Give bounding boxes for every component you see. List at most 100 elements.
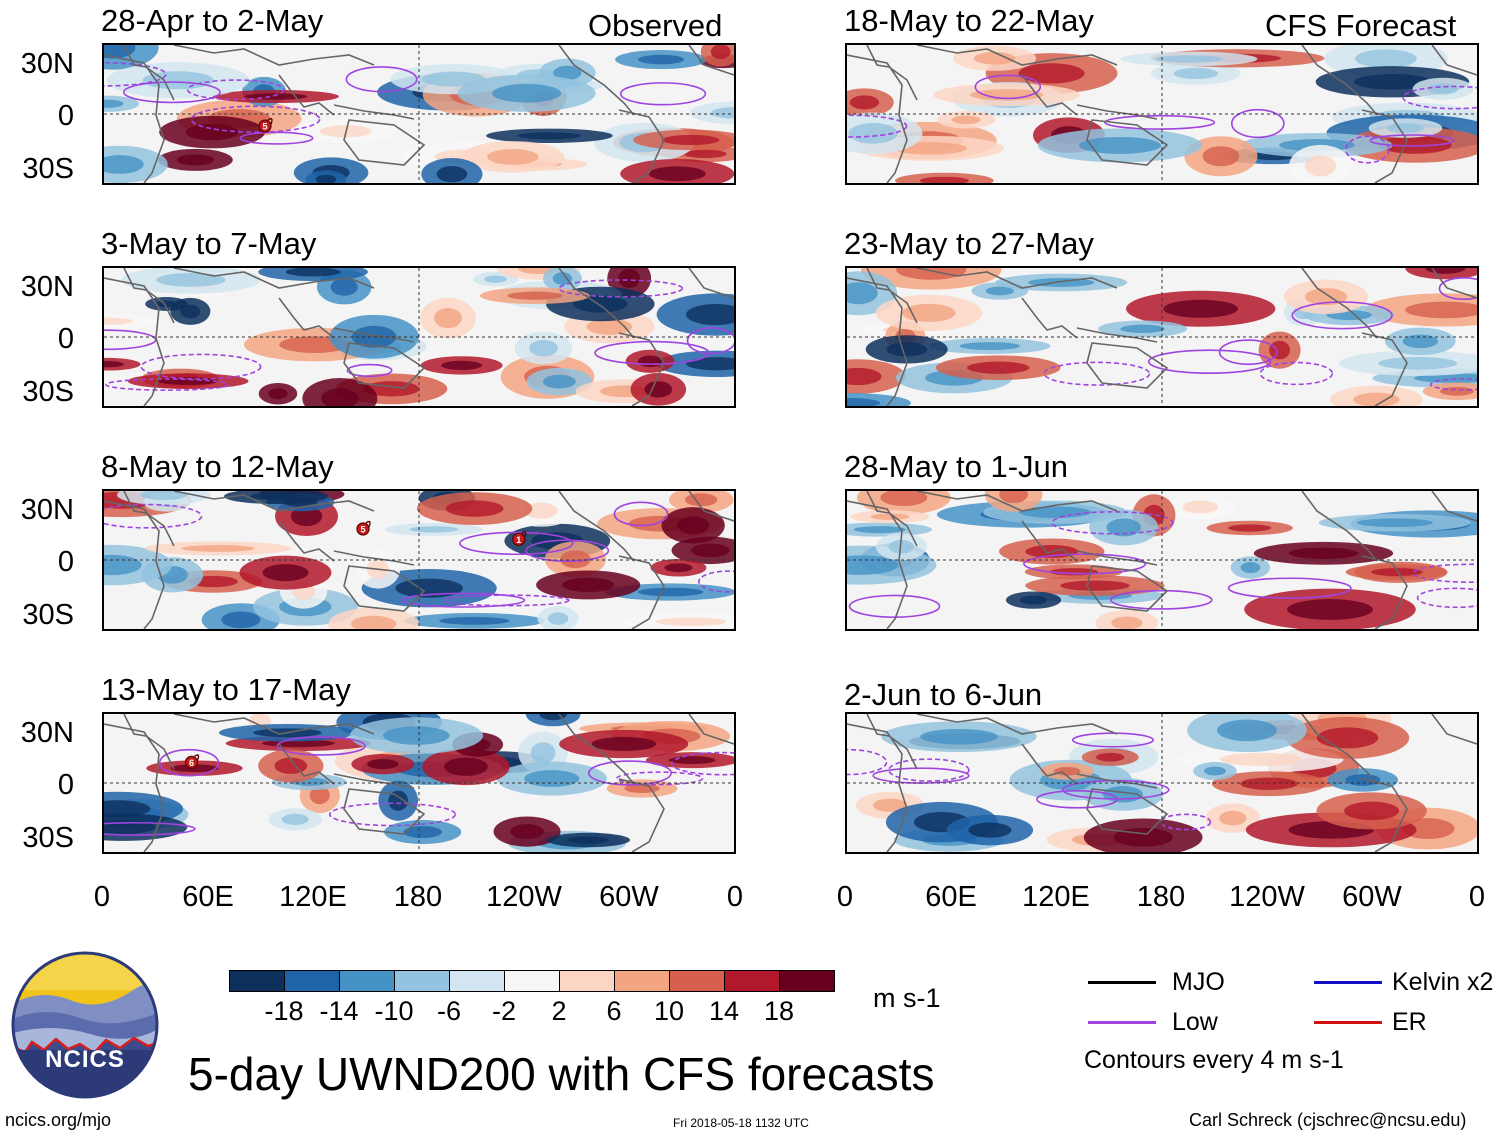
coastline xyxy=(333,773,415,789)
lon-label-120e: 120E xyxy=(279,881,347,913)
wind-anomaly-core xyxy=(445,500,504,517)
wind-anomaly-core xyxy=(262,564,309,582)
wind-anomaly-core xyxy=(434,307,462,329)
coastline xyxy=(343,119,426,166)
lon-label-60w: 60W xyxy=(1342,881,1402,913)
tropical-cyclone-icon: 6 xyxy=(184,754,200,769)
low-contour xyxy=(1109,589,1213,610)
lon-label-0: 0 xyxy=(93,881,111,913)
map-field xyxy=(847,491,1477,629)
wind-anomaly-core xyxy=(1439,386,1474,396)
colorbar-segment xyxy=(779,970,835,992)
wind-anomaly-core xyxy=(1060,580,1130,591)
wind-anomaly-core xyxy=(638,54,685,65)
coastline xyxy=(1301,491,1378,562)
lat-label-eq: 0 xyxy=(57,546,74,578)
coastline xyxy=(333,550,415,566)
wind-anomaly-core xyxy=(873,798,908,813)
wind-anomaly-core xyxy=(1019,595,1048,605)
coastline xyxy=(1021,520,1078,562)
coastline xyxy=(104,500,165,629)
low-contour xyxy=(698,570,734,593)
colorbar-tick-label: 18 xyxy=(763,996,795,1026)
wind-anomaly-core xyxy=(221,611,261,629)
footer-url[interactable]: ncics.org/mjo xyxy=(5,1110,112,1130)
coastline xyxy=(847,277,908,406)
wind-anomaly-core xyxy=(1354,73,1431,90)
coastline xyxy=(558,491,635,562)
wind-anomaly-core xyxy=(1354,49,1417,68)
ncics-logo-text: NCICS xyxy=(45,1046,125,1073)
coastline xyxy=(1021,297,1078,339)
low-contour xyxy=(1412,563,1477,584)
wind-anomaly-core xyxy=(1240,777,1298,790)
wind-anomaly-core xyxy=(1228,524,1272,532)
wind-anomaly-core xyxy=(517,132,582,140)
wind-anomaly-core xyxy=(1427,83,1459,95)
wind-anomaly-core xyxy=(1111,616,1143,629)
low-contour xyxy=(328,802,457,827)
low-contour xyxy=(239,131,314,145)
coastline xyxy=(104,277,165,406)
wind-anomaly-core xyxy=(268,388,288,400)
wind-anomaly-core xyxy=(560,550,591,569)
legend-er-line xyxy=(1314,1021,1382,1024)
period-label-right-2: 28-May to 1-Jun xyxy=(844,449,1068,484)
wind-anomaly-core xyxy=(661,134,720,146)
low-contour xyxy=(1160,813,1212,831)
low-contour xyxy=(1259,361,1334,386)
wind-anomaly-core xyxy=(644,381,673,398)
wind-anomaly-core xyxy=(104,45,136,59)
low-contour xyxy=(848,594,941,618)
coastline xyxy=(866,268,918,324)
lon-label-0-end: 0 xyxy=(726,881,744,913)
wind-anomaly-core xyxy=(439,616,510,625)
coastline xyxy=(333,327,415,343)
coastline xyxy=(916,268,1118,289)
low-contour xyxy=(686,327,734,355)
wind-anomaly-core xyxy=(530,742,556,764)
period-label-left-0: 28-Apr to 2-May xyxy=(101,3,324,38)
colorbar-segment xyxy=(449,970,505,992)
wind-anomaly-core xyxy=(285,268,341,277)
wind-anomaly-core xyxy=(321,388,359,406)
wind-anomaly-core xyxy=(1078,136,1162,154)
wind-anomaly-core xyxy=(436,166,468,183)
wind-anomaly-core xyxy=(985,286,1015,296)
coastline xyxy=(847,54,908,183)
lon-label-120e: 120E xyxy=(1022,881,1090,913)
low-contour xyxy=(613,501,669,527)
low-contour xyxy=(1023,553,1147,575)
wind-anomaly-core xyxy=(142,71,214,90)
low-contour xyxy=(1147,349,1272,374)
wind-anomaly-core xyxy=(951,115,981,125)
colorbar-segment xyxy=(229,970,285,992)
lat-label-30s: 30S xyxy=(22,153,74,185)
wind-anomaly-core xyxy=(711,107,734,119)
low-contour xyxy=(525,539,610,562)
coastline xyxy=(278,297,335,339)
coastline xyxy=(1021,74,1078,116)
coastline xyxy=(173,491,375,512)
wind-anomaly-core xyxy=(1019,506,1092,519)
storm-number: 1 xyxy=(516,535,521,545)
coastline xyxy=(847,723,908,852)
map-panel-left-0: 5 xyxy=(102,43,736,185)
colorbar-tick-label: 14 xyxy=(708,996,740,1026)
wind-anomaly-core xyxy=(1405,301,1477,319)
coastline xyxy=(173,45,375,66)
wind-anomaly-core xyxy=(1202,146,1240,167)
wind-anomaly-core xyxy=(1304,155,1337,177)
legend-mjo-label: MJO xyxy=(1172,968,1225,996)
wind-anomaly-core xyxy=(1219,752,1303,767)
coastline xyxy=(1361,778,1408,852)
wind-anomaly-core xyxy=(888,539,915,554)
low-contour xyxy=(670,751,734,776)
coastline xyxy=(866,714,918,770)
wind-anomaly-core xyxy=(847,398,881,406)
coastline xyxy=(1086,788,1169,835)
map-panel-right-1 xyxy=(845,266,1479,408)
wind-anomaly-core xyxy=(1204,766,1226,776)
low-contour xyxy=(1291,301,1393,330)
coastline xyxy=(123,268,175,324)
